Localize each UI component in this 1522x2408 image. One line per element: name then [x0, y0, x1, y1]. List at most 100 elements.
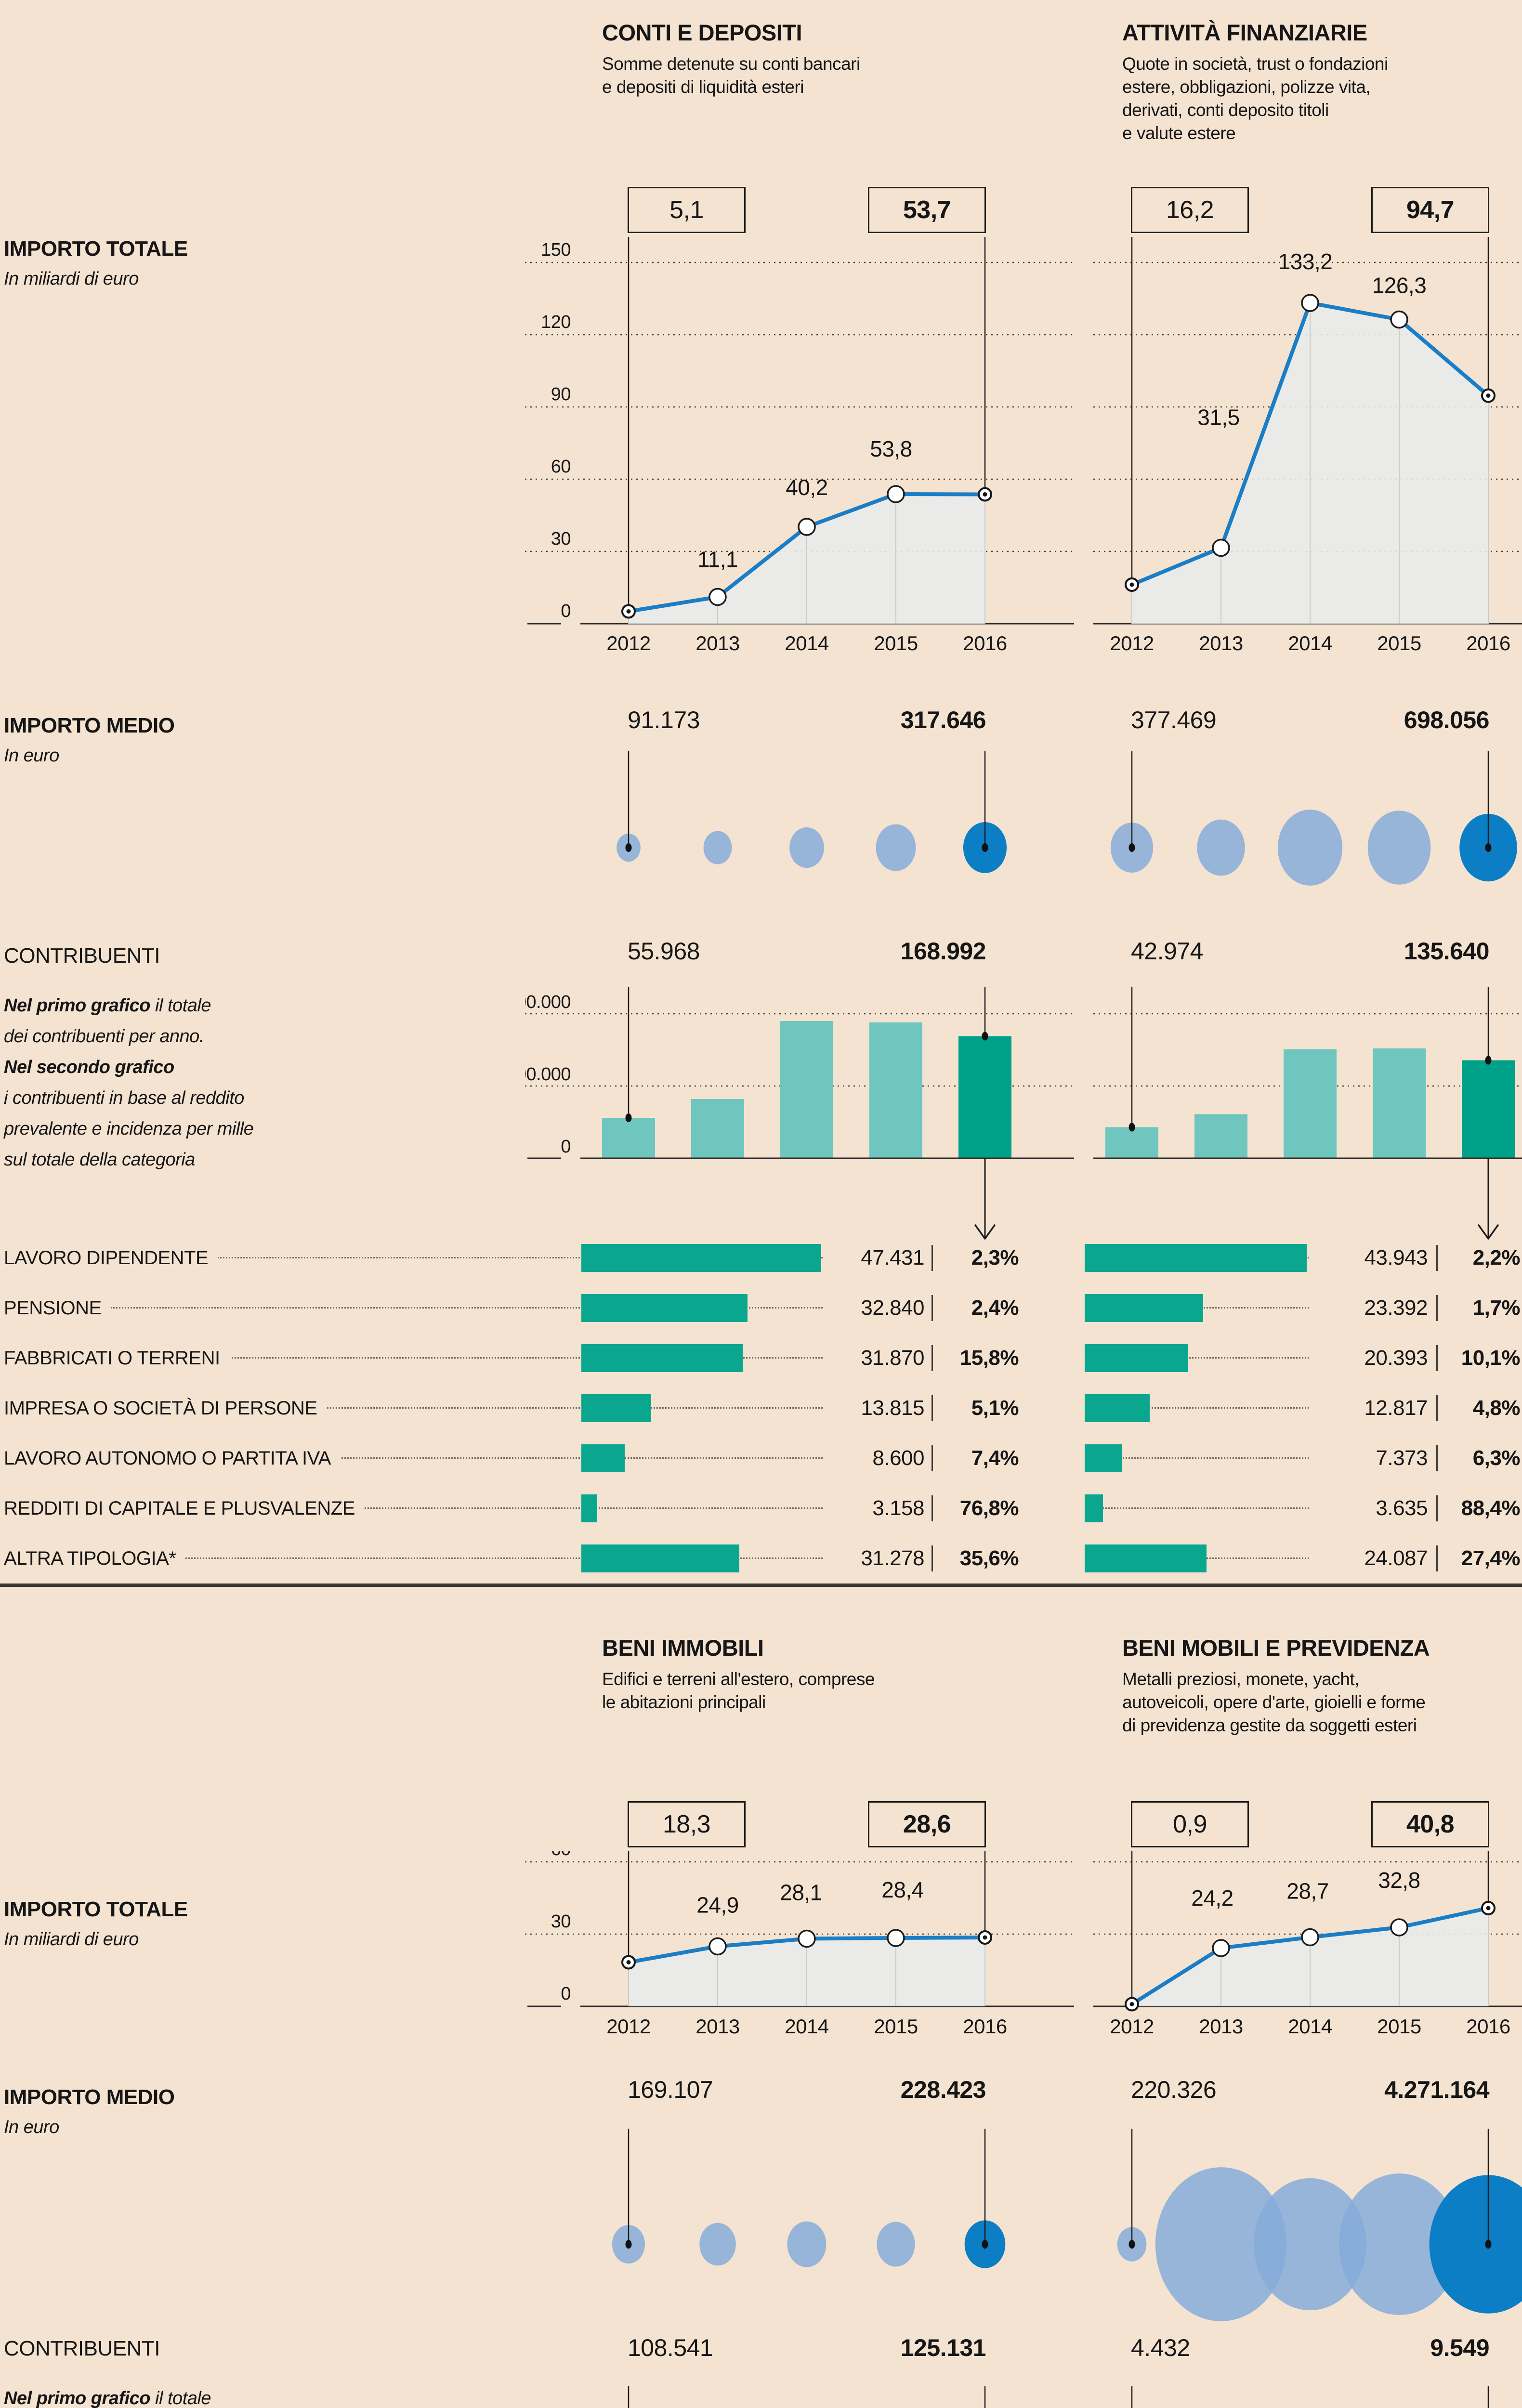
- category-value: 8.600: [824, 1442, 925, 1474]
- data-point: [1212, 1939, 1230, 1957]
- leader-dots: [1085, 1557, 1403, 1559]
- column-header-attivita-finanziarie: ATTIVITÀ FINANZIARIE Quote in società, t…: [1122, 19, 1388, 145]
- contribuenti-bar-2012: [1105, 1127, 1158, 1158]
- category-value: 7.373: [1310, 1442, 1428, 1474]
- bubble-chart-beni-immobili: [612, 2129, 1006, 2268]
- contribuenti-first-value: 4.432: [1131, 2334, 1190, 2361]
- y-tick-label: 200.000: [525, 992, 571, 1012]
- category-percent: 1,7%: [1472, 1296, 1521, 1320]
- data-line: [627, 492, 987, 614]
- category-bar: [1085, 1494, 1103, 1522]
- x-axis-year-label: 2012: [1110, 2015, 1154, 2038]
- data-point-dot: [626, 1960, 631, 1964]
- pointer-dot: [625, 1113, 632, 1123]
- x-axis-year-label: 2014: [785, 2015, 829, 2038]
- row-label-contribuenti: CONTRIBUENTI: [4, 944, 160, 968]
- bubble-2013: [699, 2223, 736, 2266]
- panel-divider: [0, 1584, 1522, 1587]
- data-point-dot: [983, 492, 987, 497]
- note-line: sul totale della categoria: [4, 1150, 195, 1170]
- pointer-dot: [1128, 1123, 1135, 1132]
- point-value-label: 53,8: [870, 436, 912, 461]
- data-point: [1125, 577, 1139, 592]
- category-bar: [581, 1344, 743, 1372]
- value-percent-separator: [932, 1445, 933, 1471]
- data-point-dot: [1129, 582, 1134, 587]
- value-percent-separator: [1436, 1445, 1438, 1471]
- category-percent: 88,4%: [1461, 1496, 1521, 1520]
- contribuenti-first-value: 55.968: [628, 938, 700, 965]
- category-label: FABBRICATI O TERRENI: [4, 1342, 230, 1374]
- leader-dots: [10, 1307, 901, 1309]
- y-tick-label: 0: [561, 601, 571, 621]
- column-subtitle-line: le abitazioni principali: [602, 1692, 766, 1712]
- column-title: BENI MOBILI E PREVIDENZA: [1122, 1635, 1430, 1661]
- category-bar: [581, 1244, 821, 1272]
- importo-medio-first-value: 91.173: [628, 707, 700, 733]
- x-axis-year-label: 2014: [1288, 632, 1332, 654]
- bubble-2012: [1117, 2227, 1147, 2262]
- contribuenti-bar-2014: [1284, 1049, 1337, 1158]
- data-point: [1125, 1997, 1139, 2012]
- down-arrow-icon: [974, 1224, 996, 1240]
- note-line: i contribuenti in base al reddito: [4, 1088, 244, 1108]
- point-value-label: 126,3: [1372, 273, 1427, 298]
- bubble-2014: [1254, 2178, 1366, 2311]
- category-value: 43.943: [1310, 1242, 1428, 1274]
- category-label: LAVORO DIPENDENTE: [4, 1242, 218, 1274]
- category-percent: 5,1%: [971, 1396, 1019, 1420]
- x-axis-year-label: 2013: [1199, 2015, 1243, 2038]
- data-point: [798, 518, 816, 536]
- leader-dots: [10, 1457, 901, 1459]
- column-subtitle: Somme detenute su conti bancari e deposit…: [602, 52, 860, 99]
- data-point: [1390, 310, 1408, 329]
- x-axis-year-label: 2014: [1288, 2015, 1332, 2038]
- point-value-label: 24,9: [696, 1893, 739, 1918]
- bubble-2013: [1197, 819, 1245, 876]
- column-subtitle-line: autoveicoli, opere d'arte, gioielli e fo…: [1122, 1692, 1426, 1712]
- category-bar: [1085, 1294, 1203, 1322]
- x-axis-year-label: 2016: [963, 2015, 1007, 2038]
- leader-dots: [1085, 1407, 1403, 1409]
- value-percent-separator: [932, 1545, 933, 1571]
- bar-chart-attivita-finanziarie: [1093, 987, 1522, 1240]
- category-percent: 2,4%: [971, 1296, 1019, 1320]
- bubble-2016: [1429, 2175, 1522, 2314]
- value-percent-separator: [1436, 1545, 1438, 1571]
- bubble-2016: [963, 822, 1007, 873]
- bar-chart-conti-e-depositi: 200.000 100.000 0: [525, 987, 1074, 1240]
- data-point-dot: [1486, 1906, 1491, 1911]
- bubble-2012: [1110, 823, 1154, 873]
- point-value-label: 28,7: [1286, 1879, 1329, 1904]
- note-line: dei contribuenti per anno.: [4, 1026, 204, 1047]
- category-bar: [581, 1544, 739, 1572]
- column-title: BENI IMMOBILI: [602, 1635, 764, 1661]
- column-subtitle: Metalli preziosi, monete, yacht, autoveic…: [1122, 1668, 1430, 1737]
- data-point-dot: [983, 1935, 987, 1940]
- leader-dots: [10, 1357, 901, 1359]
- importo-medio-first-value: 220.326: [1131, 2076, 1217, 2103]
- leader-dots: [10, 1557, 901, 1559]
- y-tick-label: 0: [561, 1984, 571, 2004]
- value-percent-separator: [1436, 1495, 1438, 1521]
- point-value-label: 133,2: [1278, 249, 1333, 274]
- contribuenti-note: Nel primo grafico il totale dei contribue…: [4, 990, 254, 1175]
- data-line: [1130, 301, 1490, 587]
- data-point: [709, 1937, 727, 1956]
- column-subtitle-line: Metalli preziosi, monete, yacht,: [1122, 1669, 1359, 1689]
- contribuenti-first-value: 42.974: [1131, 938, 1203, 965]
- value-percent-separator: [932, 1345, 933, 1371]
- point-value-label: 40,2: [786, 475, 828, 500]
- point-value-label: 32,8: [1378, 1868, 1420, 1893]
- category-bar: [581, 1294, 748, 1322]
- importo-medio-first-value: 377.469: [1131, 707, 1217, 733]
- category-bar: [581, 1444, 625, 1472]
- category-bar: [1085, 1544, 1207, 1572]
- data-point: [1212, 538, 1230, 557]
- category-bar: [581, 1394, 651, 1422]
- boxed-value-last: 40,8: [1371, 1801, 1489, 1847]
- data-point: [1301, 1928, 1319, 1947]
- category-label: LAVORO AUTONOMO O PARTITA IVA: [4, 1442, 341, 1474]
- category-row: FABBRICATI O TERRENI 31.870 15,8% 20.393 10,…: [0, 1342, 1522, 1374]
